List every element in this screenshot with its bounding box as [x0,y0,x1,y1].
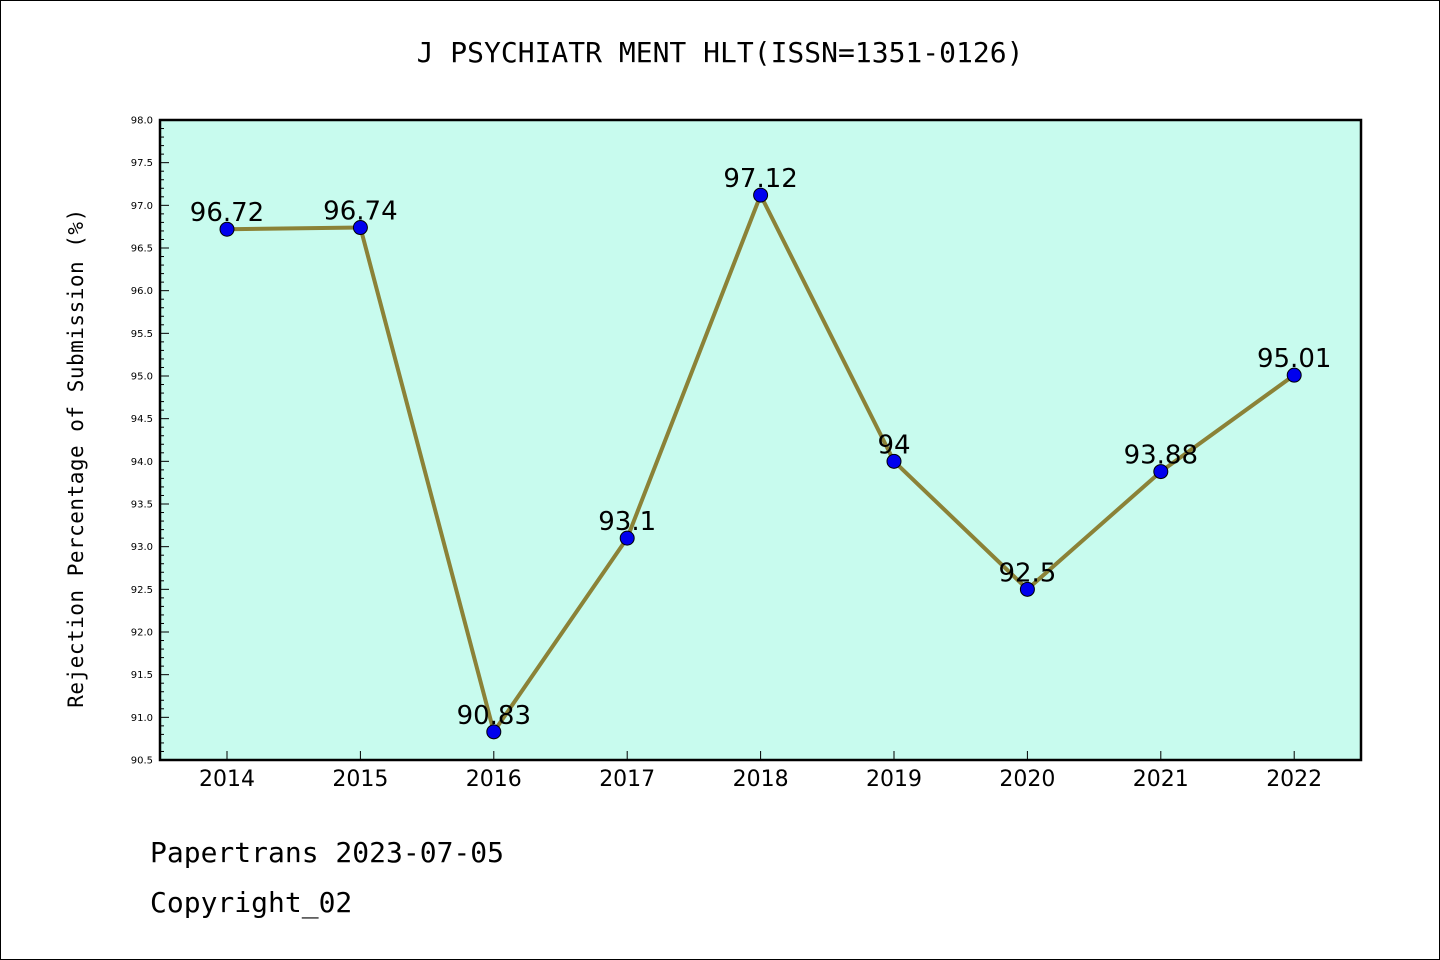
x-tick-label: 2015 [332,767,388,792]
data-point [886,453,902,469]
x-tick-label: 2021 [1133,767,1189,792]
data-label: 96.72 [190,198,264,228]
data-label: 93.88 [1124,441,1198,471]
y-tick-label: 92.5 [131,585,153,596]
y-tick-label: 96.5 [131,244,153,255]
data-point [1019,581,1035,597]
data-label: 96.74 [323,197,397,227]
data-label: 94 [877,430,910,460]
data-point [753,187,769,203]
data-point [1286,367,1302,383]
x-tick-label: 2014 [199,767,255,792]
y-tick-label: 95.5 [131,329,153,340]
footer-source: Papertrans 2023-07-05 [150,836,505,869]
plot-border [158,118,1363,762]
data-label: 90.83 [457,701,531,731]
y-tick-label: 93.0 [131,542,153,553]
y-tick-label: 94.0 [131,457,153,468]
y-tick-label: 97.0 [131,201,153,212]
x-tick-label: 2019 [866,767,922,792]
y-tick-label: 97.5 [131,158,153,169]
data-point [619,530,635,546]
data-point [486,724,502,740]
chart-title: J PSYCHIATR MENT HLT(ISSN=1351-0126) [416,36,1024,69]
data-label: 93.1 [598,507,656,537]
x-tick-label: 2018 [733,767,789,792]
y-tick-label: 95.0 [131,372,153,383]
y-tick-label: 96.0 [131,286,153,297]
data-label: 95.01 [1257,344,1331,374]
footer-copyright: Copyright_02 [150,886,353,919]
y-tick-label: 91.0 [131,713,153,724]
x-tick-label: 2022 [1266,767,1322,792]
x-tick-label: 2020 [999,767,1055,792]
data-point [1153,464,1169,480]
data-point [219,221,235,237]
data-point [352,220,368,236]
y-tick-label: 93.5 [131,500,153,511]
y-tick-label: 92.0 [131,628,153,639]
y-tick-label: 91.5 [131,670,153,681]
data-label: 92.5 [998,558,1056,588]
data-label: 97.12 [723,164,797,194]
y-tick-label: 94.5 [131,414,153,425]
x-tick-label: 2017 [599,767,655,792]
y-tick-label: 90.5 [131,756,153,767]
y-tick-label: 98.0 [131,116,153,127]
x-tick-label: 2016 [466,767,522,792]
